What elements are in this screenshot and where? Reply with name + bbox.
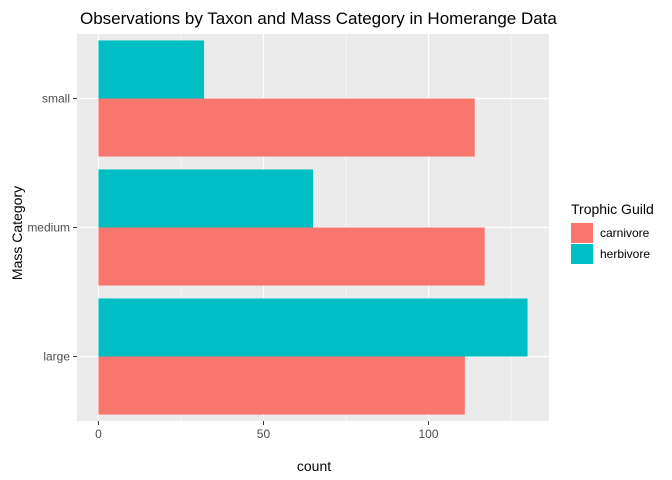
y-tick-label: large — [43, 350, 70, 364]
y-tick-label: small — [42, 92, 70, 106]
chart-title: Observations by Taxon and Mass Category … — [80, 9, 557, 28]
bar-herbivore-large — [98, 298, 528, 357]
y-tick-label: medium — [27, 221, 70, 235]
legend-label-carnivore: carnivore — [600, 226, 650, 240]
x-axis-ticks: 0 50 100 — [95, 421, 439, 441]
bars — [98, 40, 528, 415]
legend-key-carnivore — [571, 223, 593, 243]
legend-key-herbivore — [571, 244, 593, 264]
bar-carnivore-large — [98, 356, 465, 415]
y-axis-title: Mass Category — [9, 186, 25, 280]
x-axis-title: count — [297, 458, 331, 474]
x-tick-label: 100 — [419, 427, 439, 441]
x-tick-label: 50 — [257, 427, 271, 441]
legend-title: Trophic Guild — [571, 201, 654, 217]
bar-carnivore-medium — [98, 227, 485, 286]
bar-carnivore-small — [98, 98, 475, 157]
y-axis-ticks: large medium small — [27, 92, 77, 364]
x-tick-label: 0 — [95, 427, 102, 441]
legend: Trophic Guild carnivore herbivore — [571, 201, 654, 264]
legend-label-herbivore: herbivore — [600, 247, 650, 261]
bar-herbivore-medium — [98, 169, 313, 228]
bar-herbivore-small — [98, 40, 205, 99]
